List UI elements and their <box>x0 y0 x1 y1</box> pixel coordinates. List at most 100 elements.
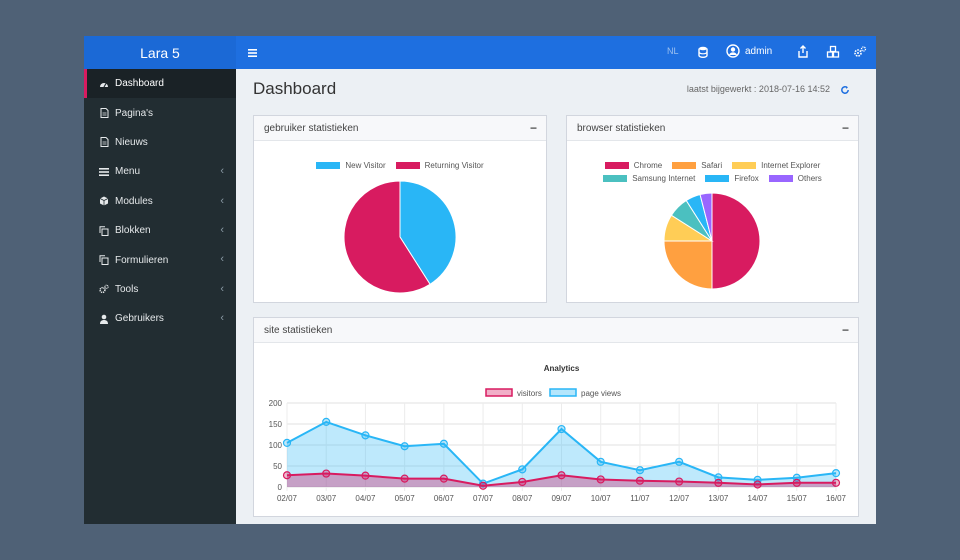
data-point[interactable] <box>714 478 723 487</box>
legend-swatch <box>485 388 513 397</box>
x-tick-label: 04/07 <box>355 494 376 503</box>
data-point[interactable] <box>557 471 566 480</box>
data-point[interactable] <box>282 471 292 480</box>
legend-item[interactable]: Returning Visitor <box>395 161 484 170</box>
chart-legend: Chrome Safari Internet Explorer Samsung Int… <box>567 161 858 183</box>
pie-slice-others[interactable] <box>699 192 713 242</box>
x-tick-label: 11/07 <box>630 494 650 503</box>
collapse-button[interactable]: − <box>841 121 849 135</box>
data-point[interactable] <box>282 438 292 448</box>
sidebar-item-label: Blokken <box>115 225 151 237</box>
data-point[interactable] <box>439 474 448 483</box>
chart-legend: New Visitor Returning Visitor <box>254 161 546 170</box>
sidebar-item-modules[interactable]: Modules ‹ <box>84 187 236 216</box>
legend-item[interactable]: Samsung Internet <box>603 174 695 183</box>
data-point[interactable] <box>714 473 723 482</box>
x-tick-label: 07/07 <box>473 494 494 503</box>
username: admin <box>745 45 773 57</box>
list-icon <box>99 167 109 177</box>
legend-swatch <box>705 175 730 182</box>
data-point[interactable] <box>518 465 527 474</box>
data-point[interactable] <box>635 476 645 485</box>
site-stats-box: site statistieken − Analytics visitors pag… <box>253 317 859 517</box>
series-area-visitors <box>287 473 836 487</box>
data-point[interactable] <box>400 442 409 451</box>
sidebar-item-blokken[interactable]: Blokken ‹ <box>84 216 236 245</box>
sidebar-item-dashboard[interactable]: Dashboard <box>84 69 236 99</box>
chevron-left-icon: ‹ <box>220 312 224 325</box>
data-point[interactable] <box>753 480 762 489</box>
data-point[interactable] <box>596 457 605 466</box>
data-point[interactable] <box>792 478 801 487</box>
sidebar-item-label: Gebruikers <box>115 313 164 325</box>
data-point[interactable] <box>322 469 331 478</box>
sidebar-item-paginas[interactable]: Pagina's <box>84 98 236 127</box>
legend-item[interactable]: Internet Explorer <box>732 161 820 170</box>
data-point[interactable] <box>478 481 488 490</box>
refresh-icon[interactable] <box>840 85 850 95</box>
legend-label[interactable]: page views <box>581 389 621 398</box>
y-tick-label: 50 <box>273 462 282 471</box>
pie-slice-returning-visitor[interactable] <box>343 180 431 294</box>
data-point[interactable] <box>635 466 645 475</box>
data-point[interactable] <box>596 475 605 484</box>
legend-label[interactable]: visitors <box>517 389 542 398</box>
browser-stats-box: browser statistieken − Chrome Safari Inter… <box>566 115 859 303</box>
box-title: gebruiker statistieken <box>264 122 359 134</box>
collapse-button[interactable]: − <box>529 121 537 135</box>
legend-label: Firefox <box>734 174 759 183</box>
share-icon[interactable] <box>797 45 809 59</box>
legend-label: Others <box>797 174 822 183</box>
user-stats-box: gebruiker statistieken − New Visitor Retu… <box>253 115 547 303</box>
sidebar-item-label: Formulieren <box>115 254 169 266</box>
data-point[interactable] <box>831 478 841 487</box>
sidebar: Lara 5 Dashboard Pagina's Nieuws Menu ‹ Modul… <box>84 36 236 524</box>
data-point[interactable] <box>439 439 448 448</box>
data-point[interactable] <box>400 474 409 483</box>
legend-item[interactable]: Safari <box>672 161 722 170</box>
chevron-left-icon: ‹ <box>220 253 224 266</box>
pie-slice-safari[interactable] <box>663 240 713 290</box>
legend-swatch <box>549 388 577 397</box>
sidebar-item-gebruikers[interactable]: Gebruikers ‹ <box>84 304 236 333</box>
x-tick-label: 06/07 <box>434 494 455 503</box>
x-tick-label: 09/07 <box>551 494 572 503</box>
data-point[interactable] <box>361 471 370 480</box>
brand-logo[interactable]: Lara 5 <box>84 36 236 69</box>
legend-swatch <box>603 175 628 182</box>
browser-pie-chart <box>663 192 761 290</box>
sidebar-item-label: Pagina's <box>115 107 154 119</box>
sidebar-item-menu[interactable]: Menu ‹ <box>84 157 236 186</box>
sidebar-item-nieuws[interactable]: Nieuws <box>84 128 236 157</box>
sidebar-item-formulieren[interactable]: Formulieren ‹ <box>84 245 236 274</box>
x-tick-label: 16/07 <box>826 494 847 503</box>
legend-item[interactable]: Others <box>768 174 822 183</box>
cubes-icon[interactable] <box>826 45 840 59</box>
data-point[interactable] <box>831 469 841 478</box>
data-point[interactable] <box>557 424 566 434</box>
data-point[interactable] <box>675 457 684 466</box>
visitor-pie-chart <box>343 180 457 294</box>
sidebar-item-label: Modules <box>115 195 153 207</box>
legend-item[interactable]: Chrome <box>604 161 662 170</box>
pie-slice-chrome[interactable] <box>711 192 761 290</box>
data-point[interactable] <box>361 431 370 440</box>
hamburger-menu-icon[interactable] <box>246 46 260 60</box>
legend-label: Internet Explorer <box>761 161 821 170</box>
data-point[interactable] <box>322 417 331 427</box>
database-icon[interactable] <box>698 46 708 58</box>
sidebar-item-label: Dashboard <box>115 78 164 90</box>
legend-label: Samsung Internet <box>632 174 696 183</box>
chart-title: Analytics <box>544 364 580 373</box>
data-point[interactable] <box>675 477 684 486</box>
legend-item[interactable]: Firefox <box>705 174 759 183</box>
language-switcher[interactable]: NL <box>667 46 679 56</box>
sidebar-item-tools[interactable]: Tools ‹ <box>84 275 236 304</box>
collapse-button[interactable]: − <box>841 323 849 337</box>
user-menu[interactable]: admin <box>726 44 772 58</box>
settings-cogs-icon[interactable] <box>853 45 867 59</box>
x-tick-label: 13/07 <box>708 494 729 503</box>
legend-item[interactable]: New Visitor <box>316 161 386 170</box>
data-point[interactable] <box>518 477 527 487</box>
tachometer-icon <box>99 79 109 89</box>
